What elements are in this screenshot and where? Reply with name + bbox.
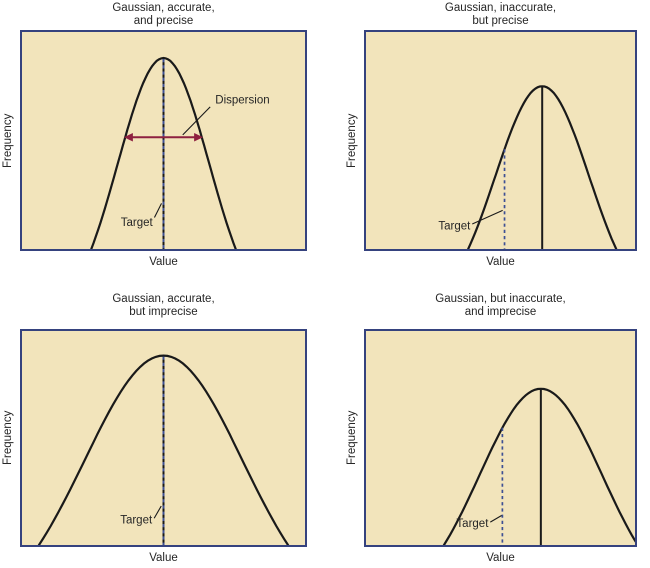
target-pointer-line — [489, 514, 502, 523]
gaussian-curve — [37, 354, 290, 545]
title-line-1: Gaussian, but inaccurate, — [435, 293, 566, 305]
x-axis-label: Value — [486, 256, 515, 268]
gaussian-plot: Target Dispersion — [90, 56, 270, 249]
target-label: Target — [121, 217, 154, 229]
plot-box: Target — [364, 329, 637, 547]
title-line-2: but precise — [472, 15, 529, 27]
panel-title-inaccurate-imprecise: Gaussian, but inaccurate, and imprecise — [364, 293, 637, 319]
dispersion-label: Dispersion — [215, 95, 269, 107]
title-line-1: Gaussian, inaccurate, — [444, 2, 557, 14]
gaussian-plot: Target — [438, 85, 618, 249]
gaussian-curve — [442, 387, 635, 545]
plot-box: Target — [20, 329, 307, 547]
title-line-2: but imprecise — [129, 306, 198, 318]
dispersion-arrowhead-left — [123, 133, 133, 142]
panel-title-accurate-precise: Gaussian, accurate, and precise — [20, 2, 307, 28]
title-line-1: Gaussian, accurate, — [112, 2, 215, 14]
y-axis-label: Frequency — [2, 410, 14, 466]
gaussian-curve — [90, 56, 237, 249]
target-pointer-line — [472, 209, 503, 225]
title-line-2: and imprecise — [464, 306, 537, 318]
y-axis-label: Frequency — [2, 113, 14, 168]
target-pointer-line — [153, 505, 162, 519]
panel-title-accurate-imprecise: Gaussian, accurate, but imprecise — [20, 293, 307, 319]
title-line-1: Gaussian, accurate, — [112, 293, 215, 305]
gaussian-plot: Target — [442, 387, 635, 545]
dispersion-pointer-line — [182, 106, 211, 136]
dispersion-arrowhead-right — [194, 133, 204, 142]
gaussian-curve — [467, 85, 618, 249]
x-axis-label: Value — [149, 552, 178, 564]
panel-title-inaccurate-precise: Gaussian, inaccurate, but precise — [364, 2, 637, 28]
title-line-2: and precise — [133, 15, 194, 27]
x-axis-label: Value — [149, 256, 178, 268]
target-label: Target — [456, 518, 489, 530]
dispersion-arrow — [123, 133, 204, 142]
x-axis-label: Value — [486, 552, 515, 564]
gaussian-plot: Target — [37, 354, 290, 545]
y-axis-label: Frequency — [346, 113, 358, 168]
y-axis-label: Frequency — [346, 410, 358, 466]
target-pointer-line — [153, 203, 163, 218]
target-label: Target — [438, 220, 471, 232]
target-label: Target — [120, 515, 153, 527]
plot-box: Target Dispersion — [20, 30, 307, 251]
plot-box: Target — [364, 30, 637, 251]
